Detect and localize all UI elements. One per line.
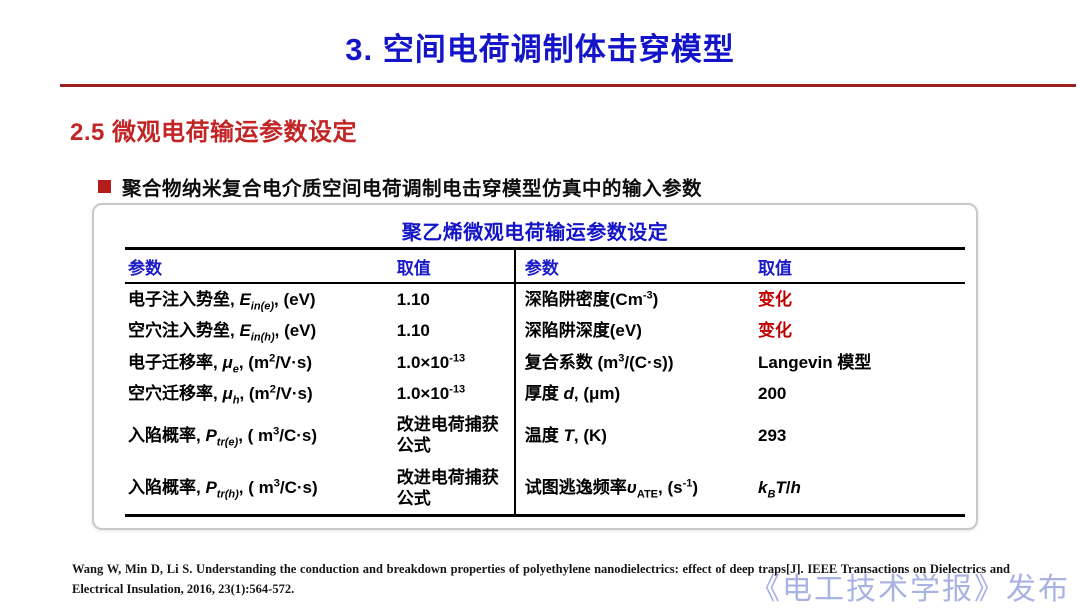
cell-value-right: 变化 — [757, 321, 792, 341]
cell-param-right: 厚度 d, (μm) — [513, 377, 755, 409]
cell-value-left: 改进电荷捕获公式 — [396, 415, 499, 456]
cell-param-right: 试图逃逸频率υATE, (s-1) — [513, 461, 755, 516]
cell-value-left: 1.0×10-13 — [396, 351, 466, 372]
cell-param-right: 深陷阱密度(Cm-3) — [513, 283, 755, 316]
cell-value-right: 变化 — [757, 290, 792, 309]
cell-param-left: 空穴迁移率, μh, (m2/V·s) — [128, 383, 313, 407]
column-header-value-right: 取值 — [754, 248, 965, 284]
cell-param-left: 电子迁移率, μe, (m2/V·s) — [128, 351, 313, 375]
title-divider-rule — [60, 84, 1076, 87]
bullet-square-icon — [98, 180, 111, 193]
table-title: 聚乙烯微观电荷输运参数设定 — [401, 222, 669, 244]
cell-value-right: kBT/h — [757, 478, 801, 501]
cell-param-left: 入陷概率, Ptr(e), ( m3/C·s) — [128, 424, 318, 449]
table-row: 入陷概率, Ptr(h), ( m3/C·s) 改进电荷捕获公式 试图逃逸频率υAT… — [125, 461, 965, 516]
parameters-panel: 聚乙烯微观电荷输运参数设定 参数 取值 参数 取值 电子注入势垒, Ein(e)… — [92, 203, 978, 530]
cell-param-left: 空穴注入势垒, Ein(h), (eV) — [128, 321, 317, 344]
cell-value-left: 1.0×10-13 — [396, 383, 466, 403]
cell-param-right: 温度 T, (K) — [513, 409, 755, 462]
cell-value-right: Langevin 模型 — [757, 352, 872, 372]
cell-value-left: 1.10 — [396, 290, 430, 309]
column-header-param-left: 参数 — [125, 248, 394, 284]
cell-value-left: 1.10 — [396, 321, 430, 341]
slide-title: 3. 空间电荷调制体击穿模型 — [345, 32, 735, 67]
section-heading: 2.5 微观电荷输运参数设定 — [70, 119, 358, 146]
column-header-param-right: 参数 — [513, 248, 755, 284]
table-row: 空穴注入势垒, Ein(h), (eV) 1.10 深陷阱深度(eV) 变化 — [125, 315, 965, 347]
reference-citation: Wang W, Min D, Li S. Understanding the c… — [72, 562, 1010, 596]
cell-param-left: 入陷概率, Ptr(h), ( m3/C·s) — [128, 477, 318, 501]
journal-watermark: 《电工技术学报》发布 — [750, 573, 1070, 606]
bullet-row: 聚合物纳米复合电介质空间电荷调制电击穿模型仿真中的输入参数 — [98, 172, 1080, 201]
cell-param-left: 电子注入势垒, Ein(e), (eV) — [128, 290, 316, 313]
bullet-text: 聚合物纳米复合电介质空间电荷调制电击穿模型仿真中的输入参数 — [122, 178, 703, 200]
cell-param-right: 深陷阱深度(eV) — [513, 315, 755, 347]
table-row: 空穴迁移率, μh, (m2/V·s) 1.0×10-13 厚度 d, (μm) 20… — [125, 377, 965, 409]
table-row: 电子注入势垒, Ein(e), (eV) 1.10 深陷阱密度(Cm-3) 变化 — [125, 283, 965, 316]
table-row: 入陷概率, Ptr(e), ( m3/C·s) 改进电荷捕获公式 温度 T, (K)… — [125, 409, 965, 462]
cell-value-left: 改进电荷捕获公式 — [396, 467, 499, 508]
table-header-row: 参数 取值 参数 取值 — [125, 248, 965, 284]
column-header-value-left: 取值 — [393, 248, 515, 284]
parameters-table: 参数 取值 参数 取值 电子注入势垒, Ein(e), (eV) 1.10 深陷阱密… — [125, 247, 965, 517]
cell-value-right: 293 — [757, 425, 787, 445]
table-row: 电子迁移率, μe, (m2/V·s) 1.0×10-13 复合系数 (m3/(C·… — [125, 346, 965, 378]
cell-param-right: 复合系数 (m3/(C·s)) — [513, 346, 755, 378]
cell-value-right: 200 — [757, 383, 787, 403]
